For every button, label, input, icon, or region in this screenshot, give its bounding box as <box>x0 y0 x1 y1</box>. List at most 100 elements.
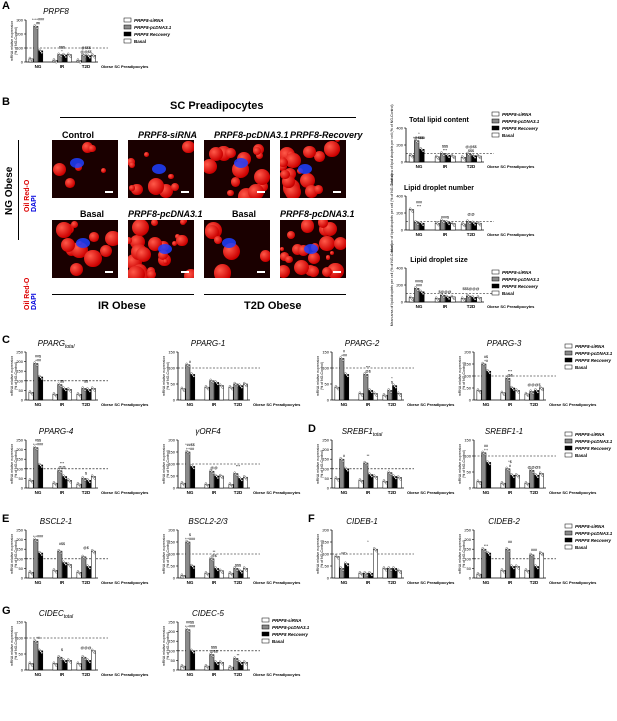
group-caption: Obese SC Preadipocytes <box>549 490 597 495</box>
data-point <box>76 570 79 573</box>
data-point <box>394 386 397 389</box>
data-point <box>524 568 527 571</box>
data-point <box>62 52 65 56</box>
data-point <box>419 289 422 292</box>
data-point <box>398 393 401 396</box>
data-point <box>240 479 243 482</box>
data-point <box>86 53 89 56</box>
y-tick-label: 200 <box>464 350 471 355</box>
data-point <box>38 550 41 554</box>
data-point <box>77 59 81 63</box>
data-point <box>187 365 191 368</box>
lipid-droplet <box>230 177 241 187</box>
data-point <box>468 154 471 157</box>
data-point <box>86 478 89 481</box>
bar-prpf8-pcdna3-1 <box>185 451 191 489</box>
data-point <box>40 553 43 557</box>
data-point <box>415 287 418 290</box>
data-point <box>462 156 465 159</box>
data-point <box>191 373 194 376</box>
group-caption: Obese SC Preadipocytes <box>101 672 149 677</box>
y-tick-label: 200 <box>168 438 175 443</box>
legend-label: PRPF8-pcDNA3.1 <box>502 119 540 124</box>
data-point <box>88 390 91 393</box>
lipid-droplet <box>143 152 149 157</box>
y-tick-label: 200 <box>396 211 403 216</box>
data-point <box>501 482 505 485</box>
significance-label: ++### <box>185 537 195 541</box>
significance-label: $ <box>391 381 393 385</box>
data-point <box>527 394 530 398</box>
data-point <box>204 482 207 485</box>
y-axis-unit: (% of NG-Control) <box>14 540 18 568</box>
micrograph-control <box>52 140 118 198</box>
x-tick-label: NG <box>416 164 423 169</box>
data-point <box>53 393 57 396</box>
data-point <box>181 388 185 391</box>
lipid-droplet <box>204 158 217 175</box>
data-point <box>185 362 188 365</box>
significance-label: @$$$ <box>414 136 424 140</box>
data-point <box>365 463 369 467</box>
data-point <box>214 473 217 477</box>
bar-prpf8-pcdna3-1 <box>185 629 191 671</box>
bar-prpf8-pcdna3-1 <box>33 26 39 63</box>
data-point <box>512 476 515 479</box>
data-point <box>477 573 481 576</box>
data-point <box>474 298 477 301</box>
data-point <box>216 383 219 386</box>
data-point <box>452 155 455 158</box>
data-point <box>467 153 470 156</box>
data-point <box>220 661 223 664</box>
data-point <box>512 388 515 392</box>
data-point <box>231 388 234 391</box>
data-point <box>243 381 246 385</box>
data-point <box>525 393 529 396</box>
data-point <box>59 552 63 555</box>
bar-prpf8-recovery <box>38 376 44 401</box>
data-point <box>500 568 503 571</box>
data-point <box>58 470 61 473</box>
significance-label: #$ <box>484 355 488 359</box>
bar-prpf8-pcdna3-1 <box>33 363 39 401</box>
data-point <box>67 562 70 565</box>
y-axis-unit: (% of NG-Control) <box>14 450 18 478</box>
legend-label: PRPF8-pcDNA3.1 <box>575 351 613 356</box>
data-point <box>238 476 241 479</box>
lipid-droplet <box>209 147 224 162</box>
data-point <box>63 54 66 57</box>
data-point <box>397 391 400 394</box>
lipid-droplet <box>157 250 168 261</box>
x-tick-label: T2D <box>234 580 243 585</box>
lipid-droplet <box>128 237 132 244</box>
data-point <box>486 460 489 463</box>
nucleus <box>234 158 248 168</box>
data-point <box>59 658 63 661</box>
data-point <box>216 663 219 666</box>
data-point <box>207 485 210 488</box>
data-point <box>244 661 247 664</box>
data-point <box>373 391 376 394</box>
data-point <box>79 61 82 64</box>
data-point <box>382 393 385 396</box>
data-point <box>64 389 67 392</box>
data-point <box>53 482 57 485</box>
data-point <box>445 153 448 156</box>
data-point <box>374 475 377 479</box>
data-point <box>441 220 444 223</box>
data-point <box>83 389 87 392</box>
data-point <box>510 564 513 567</box>
lipid-droplet <box>314 151 325 162</box>
legend-swatch <box>491 283 500 289</box>
data-point <box>440 293 443 296</box>
data-point <box>86 658 89 661</box>
y-tick-label: 0 <box>327 398 330 403</box>
data-point <box>527 571 530 574</box>
bar-prpf8-pcdna3-1 <box>363 374 369 401</box>
y-tick-label: 0 <box>469 398 472 403</box>
data-point <box>512 567 515 570</box>
data-point <box>471 295 474 298</box>
data-point <box>238 660 241 663</box>
data-point <box>517 567 520 570</box>
